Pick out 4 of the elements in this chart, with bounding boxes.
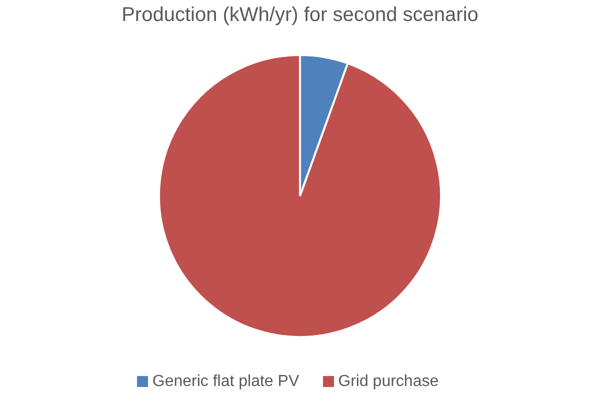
legend-label: Generic flat plate PV: [152, 373, 300, 390]
chart-title: Production (kWh/yr) for second scenario: [120, 4, 480, 27]
legend-label: Grid purchase: [338, 373, 439, 390]
pie-slice: [158, 54, 442, 338]
